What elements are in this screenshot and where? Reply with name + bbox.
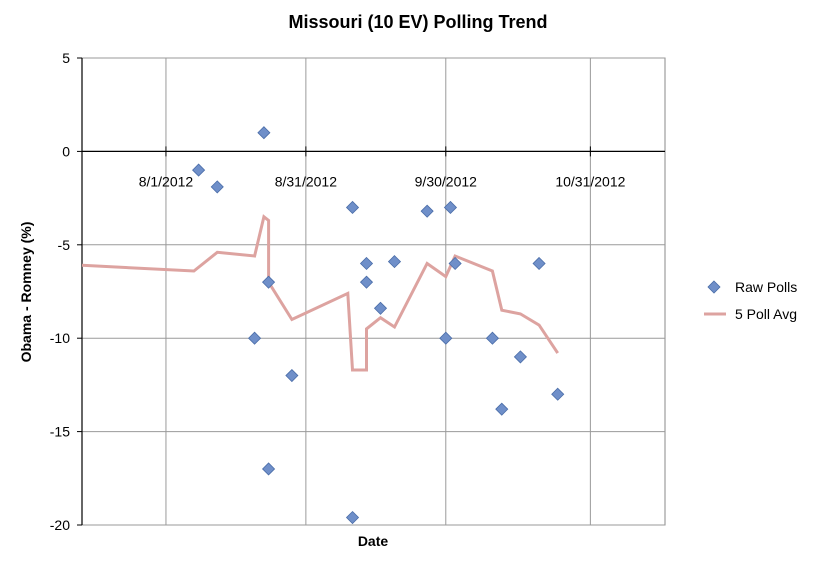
raw-poll-point	[513, 350, 527, 364]
x-axis-label: Date	[358, 533, 389, 549]
raw-poll-point	[532, 256, 546, 271]
average-line-layer	[81, 214, 559, 372]
avg-line	[81, 214, 559, 372]
y-tick-label: -10	[50, 330, 70, 346]
raw-poll-point	[359, 256, 374, 271]
legend-label-raw-polls: Raw Polls	[735, 279, 797, 295]
raw-poll-point	[248, 331, 262, 345]
legend-item-5-poll-avg: 5 Poll Avg	[704, 306, 797, 322]
y-axis-label: Obama - Romney (%)	[18, 222, 34, 363]
raw-poll-point	[192, 163, 206, 177]
raw-polls-marker-icon	[707, 280, 721, 294]
raw-poll-point	[551, 387, 565, 401]
y-tick-label: -20	[50, 517, 70, 533]
raw-poll-point	[443, 200, 458, 215]
x-tick-label: 8/1/2012	[139, 173, 194, 189]
raw-poll-point	[495, 402, 509, 416]
plot-background	[81, 57, 666, 526]
raw-poll-point	[261, 275, 276, 289]
x-tick-label: 10/31/2012	[555, 173, 625, 189]
x-tick-label: 9/30/2012	[415, 173, 477, 189]
y-tick-label: -5	[58, 237, 71, 253]
raw-poll-point	[345, 510, 360, 525]
y-tick-label: -15	[50, 424, 70, 440]
raw-poll-point	[285, 368, 299, 383]
x-tick-label: 8/31/2012	[275, 173, 337, 189]
raw-poll-point	[359, 275, 374, 289]
raw-poll-point	[257, 126, 271, 140]
raw-poll-point	[210, 180, 224, 194]
raw-poll-point	[485, 331, 499, 345]
raw-poll-point	[261, 462, 276, 476]
plot-area: 5 0 -5 -10 -15 -20 8/1/2012 8/31/2012 9/30/2012 1…	[50, 50, 666, 533]
gridlines	[82, 57, 665, 526]
axes	[77, 57, 665, 526]
y-tick-label: 0	[62, 143, 70, 159]
raw-poll-point	[448, 256, 462, 271]
tick-labels: 5 0 -5 -10 -15 -20 8/1/2012 8/31/2012 9/30/2012 1…	[50, 50, 626, 533]
y-tick-label: 5	[62, 50, 70, 66]
legend-item-raw-polls: Raw Polls	[707, 279, 797, 295]
raw-poll-point	[345, 200, 360, 215]
raw-poll-point	[387, 255, 402, 269]
chart-title: Missouri (10 EV) Polling Trend	[288, 12, 547, 32]
legend: Raw Polls 5 Poll Avg	[704, 279, 797, 322]
raw-poll-point	[373, 301, 388, 315]
raw-poll-point	[439, 331, 453, 345]
raw-poll-point	[420, 204, 434, 218]
raw-polls-layer	[192, 126, 565, 525]
legend-label-5-poll-avg: 5 Poll Avg	[735, 306, 797, 322]
